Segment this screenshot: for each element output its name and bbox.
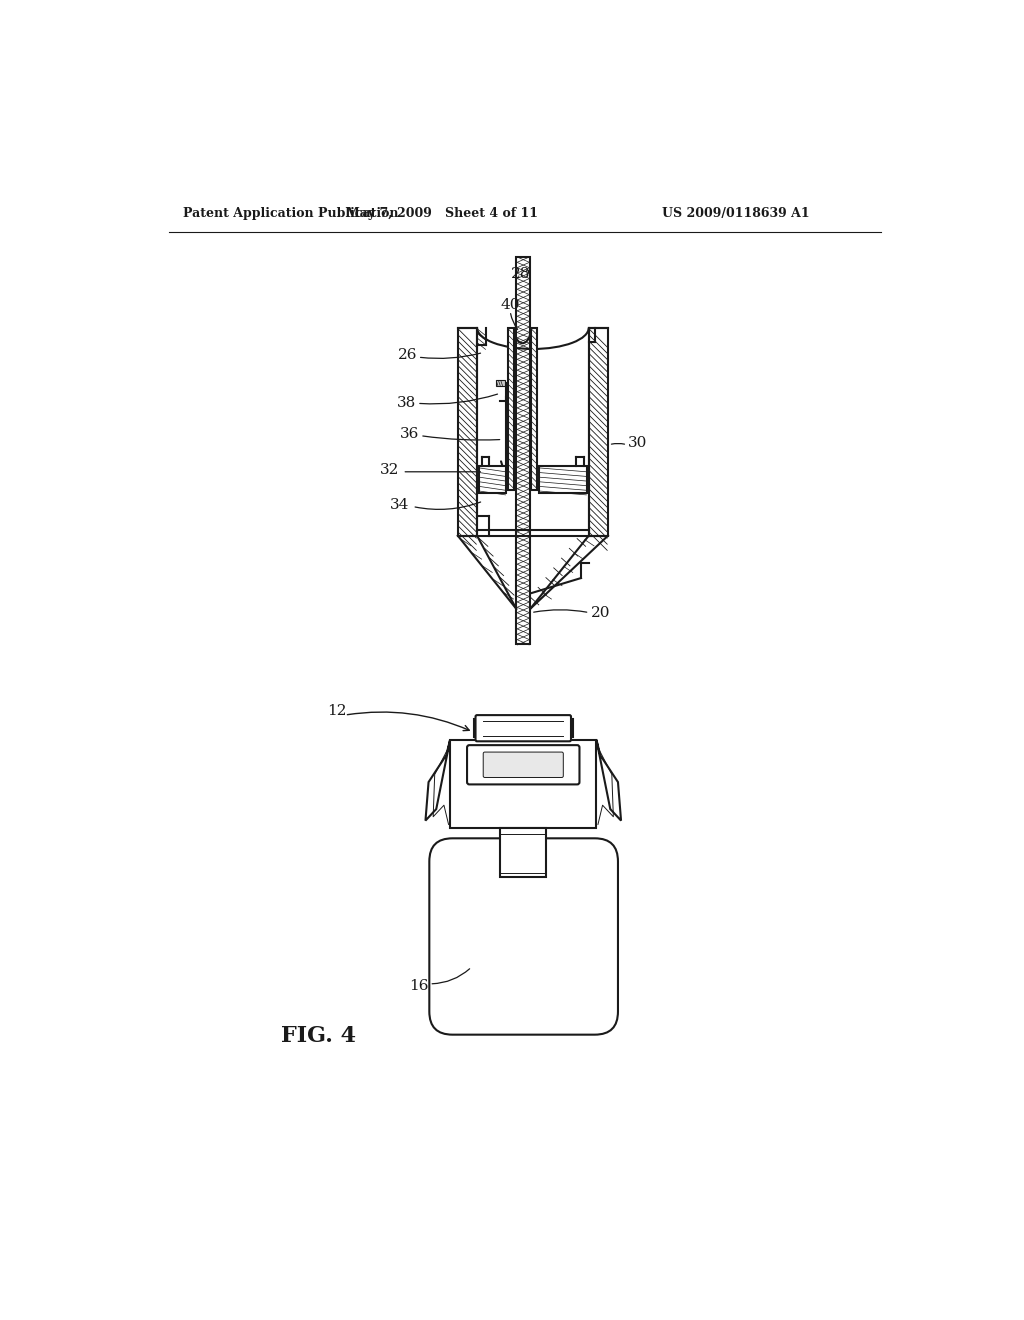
Bar [516,257,530,644]
Bar [531,327,538,490]
Text: May 7, 2009   Sheet 4 of 11: May 7, 2009 Sheet 4 of 11 [346,207,539,220]
Text: 34: 34 [390,498,410,512]
Bar [539,466,587,494]
PathPatch shape [596,739,621,821]
Text: US 2009/0118639 A1: US 2009/0118639 A1 [662,207,810,220]
Text: 30: 30 [628,437,647,450]
Bar [500,829,547,876]
FancyBboxPatch shape [429,838,617,1035]
Text: 12: 12 [328,705,347,718]
Text: 32: 32 [380,463,399,478]
Text: 20: 20 [591,606,610,619]
Text: 28: 28 [511,267,530,281]
Text: FIG. 4: FIG. 4 [281,1026,355,1047]
Bar [496,380,505,387]
Bar [589,327,608,536]
FancyBboxPatch shape [467,744,580,784]
Text: 36: 36 [399,428,419,441]
Text: 38: 38 [396,396,416,411]
PathPatch shape [425,739,451,821]
Bar [458,327,477,536]
Text: 16: 16 [410,979,429,993]
Text: 26: 26 [398,347,418,362]
FancyBboxPatch shape [483,752,563,777]
Bar [508,327,514,490]
Bar [478,466,506,494]
FancyBboxPatch shape [475,715,571,742]
Text: Patent Application Publication: Patent Application Publication [183,207,398,220]
Text: 40: 40 [501,298,520,312]
Bar [451,739,596,829]
